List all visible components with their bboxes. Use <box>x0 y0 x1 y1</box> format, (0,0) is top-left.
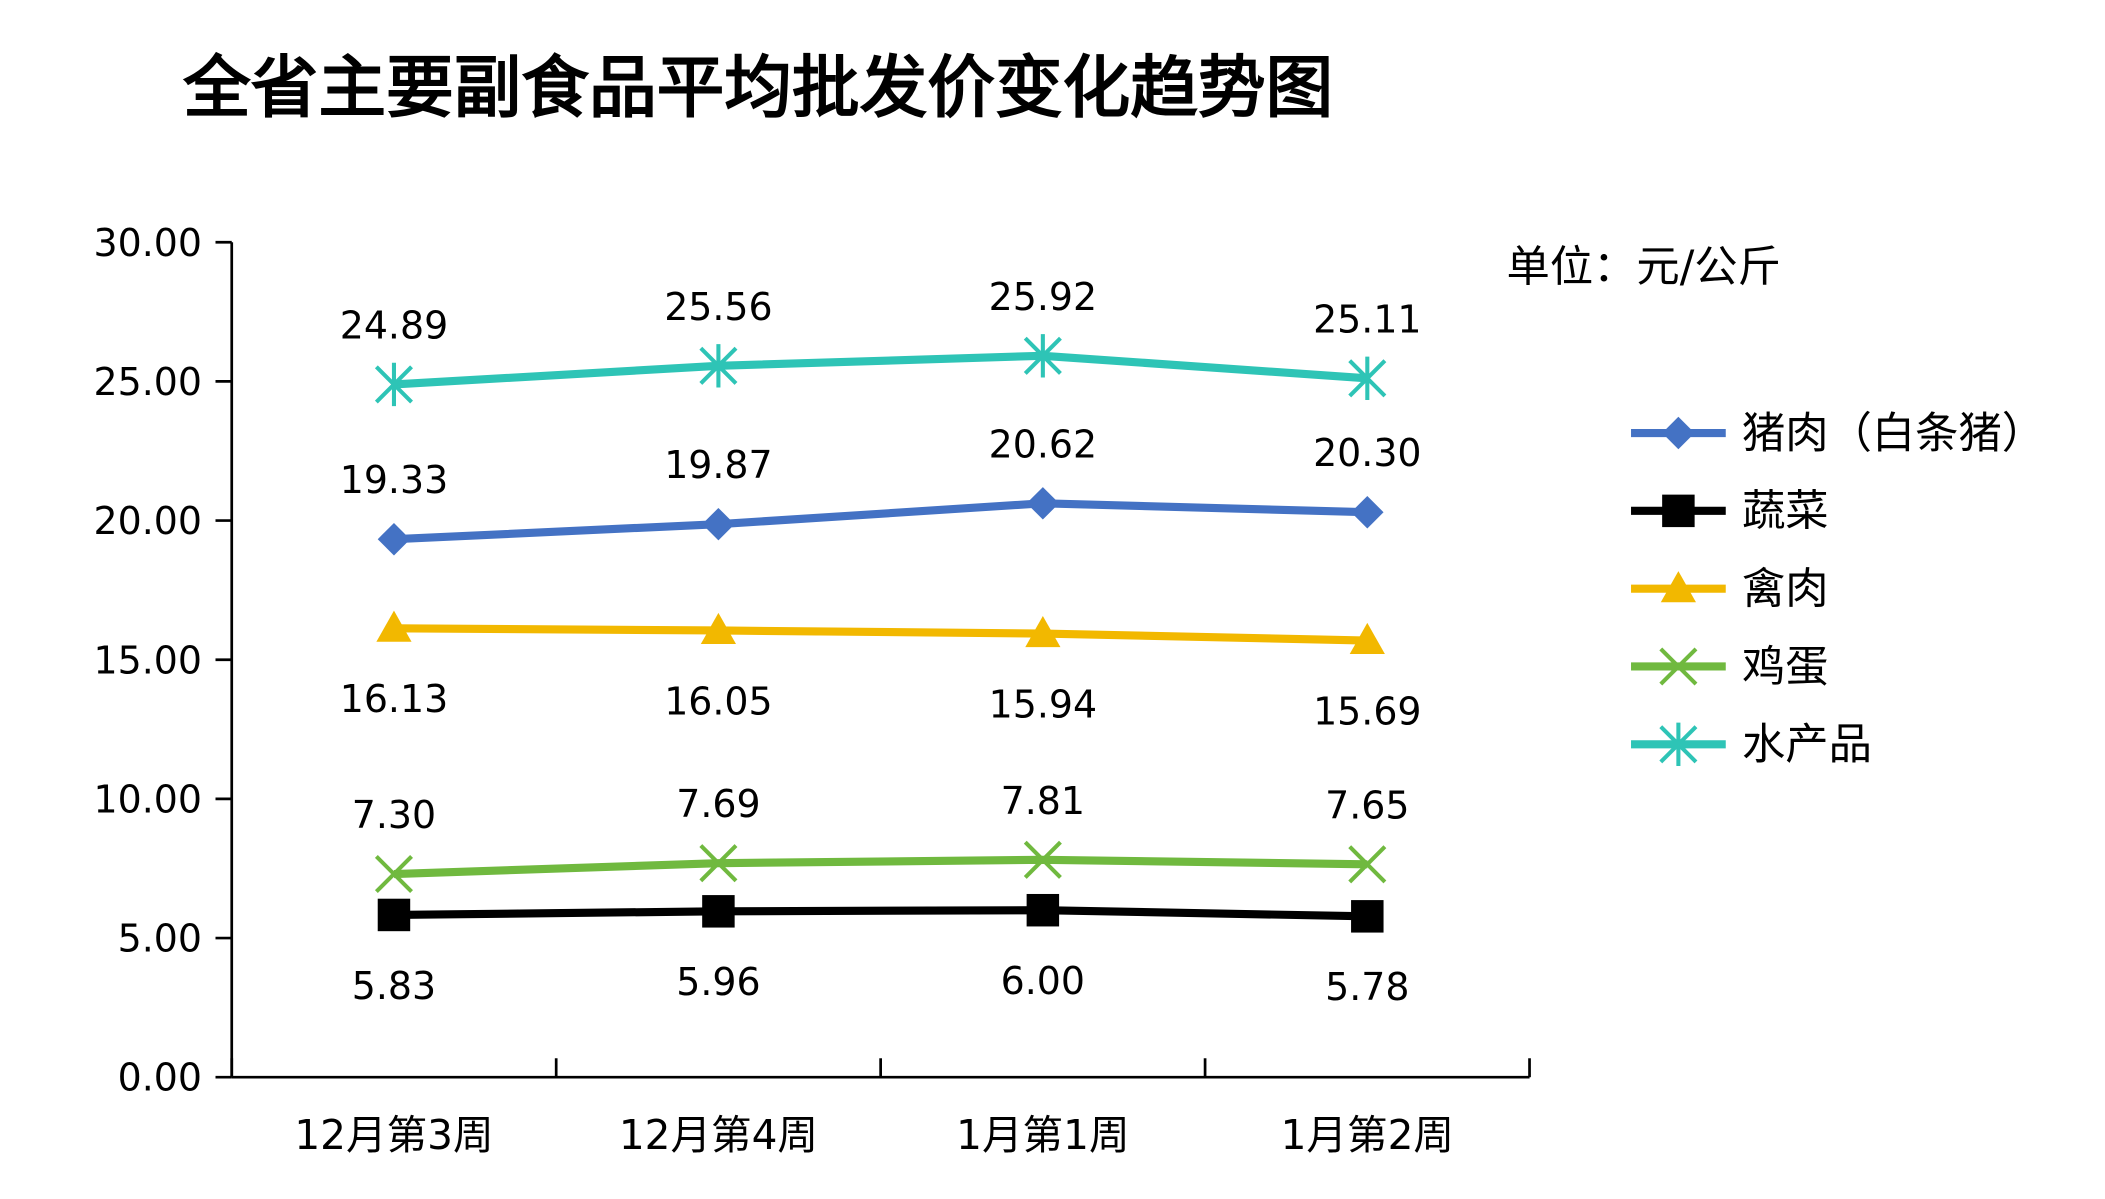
legend-label: 禽肉 <box>1742 565 1829 615</box>
square-marker <box>1026 893 1060 927</box>
diamond-marker <box>1662 416 1695 450</box>
y-tick-label: 10.00 <box>94 777 202 821</box>
triangle-marker <box>700 612 737 645</box>
legend-item: 水产品 <box>1631 720 1872 770</box>
x-tick-label: 1月第1周 <box>956 1111 1129 1159</box>
star-marker <box>1659 722 1698 766</box>
diamond-marker <box>377 522 411 556</box>
data-label: 24.89 <box>340 303 448 347</box>
series-2: 16.13 16.05 15.94 15.69 <box>340 610 1422 733</box>
triangle-marker <box>1025 615 1061 648</box>
unit-label: 单位：元/公斤 <box>1507 242 1781 292</box>
y-tick-label: 30.00 <box>94 221 202 265</box>
series-group: 19.33 19.87 20.62 20.30 5.83 5.96 6.00 5.78 16.1… <box>340 275 1422 1009</box>
data-label: 25.56 <box>664 285 772 329</box>
data-label: 19.87 <box>664 443 772 487</box>
y-tick-label: 20.00 <box>94 499 202 543</box>
series-line <box>393 906 1368 921</box>
diamond-marker <box>1351 495 1384 529</box>
series-line <box>393 624 1368 645</box>
data-label: 20.62 <box>989 422 1097 466</box>
diamond-marker <box>1026 487 1060 520</box>
data-label: 20.30 <box>1313 431 1421 475</box>
star-marker <box>1348 356 1387 400</box>
data-label: 5.78 <box>1325 965 1409 1009</box>
data-label: 7.30 <box>352 793 436 837</box>
y-tick-label: 15.00 <box>94 638 202 682</box>
axes: 0.00 5.00 10.00 15.00 20.00 25.00 30.00 12月第3周 1… <box>94 221 1531 1159</box>
x-marker <box>699 844 738 883</box>
triangle-marker <box>376 610 412 642</box>
square-marker <box>377 898 411 932</box>
x-marker <box>1023 840 1062 879</box>
series-4: 24.89 25.56 25.92 25.11 <box>340 275 1422 407</box>
legend-label: 蔬菜 <box>1742 487 1829 537</box>
legend-item: 蔬菜 <box>1631 487 1829 537</box>
triangle-marker <box>1660 571 1696 603</box>
x-marker <box>1348 845 1387 884</box>
data-label: 7.69 <box>676 782 760 826</box>
series-line <box>393 351 1368 389</box>
triangle-marker <box>1349 622 1385 655</box>
legend-item: 禽肉 <box>1631 565 1829 615</box>
y-tick-label: 0.00 <box>118 1056 202 1100</box>
data-label: 16.05 <box>664 679 772 723</box>
y-tick-label: 25.00 <box>94 360 202 404</box>
x-marker <box>1659 647 1698 686</box>
series-0: 19.33 19.87 20.62 20.30 <box>340 422 1422 556</box>
square-marker <box>1662 494 1695 528</box>
data-label: 7.65 <box>1325 783 1409 827</box>
data-label: 15.94 <box>989 682 1097 726</box>
star-marker <box>374 362 413 407</box>
legend-label: 鸡蛋 <box>1742 642 1829 692</box>
legend-label: 猪肉（白条猪） <box>1742 409 2045 459</box>
data-label: 25.92 <box>989 275 1097 319</box>
series-3: 7.30 7.69 7.81 7.65 <box>352 779 1409 894</box>
series-line <box>393 855 1368 879</box>
data-label: 16.13 <box>340 677 448 721</box>
x-marker <box>374 855 413 894</box>
square-marker <box>702 895 735 928</box>
data-label: 5.83 <box>352 964 436 1008</box>
legend-item: 猪肉（白条猪） <box>1631 409 2045 459</box>
star-marker <box>1023 334 1062 378</box>
y-tick-label: 5.00 <box>118 917 202 961</box>
x-tick-label: 12月第3周 <box>294 1111 493 1159</box>
data-label: 7.81 <box>1001 779 1085 823</box>
legend-item: 鸡蛋 <box>1631 642 1829 692</box>
square-marker <box>1351 900 1384 933</box>
data-label: 19.33 <box>340 458 448 502</box>
diamond-marker <box>702 507 735 541</box>
x-tick-label: 12月第4周 <box>619 1111 818 1159</box>
x-tick-label: 1月第2周 <box>1281 1111 1454 1159</box>
chart-title: 全省主要副食品平均批发价变化趋势图 <box>182 47 1333 127</box>
legend-label: 水产品 <box>1742 720 1872 770</box>
data-label: 6.00 <box>1001 959 1085 1003</box>
star-marker <box>699 344 738 388</box>
series-1: 5.83 5.96 6.00 5.78 <box>352 893 1409 1009</box>
data-label: 25.11 <box>1313 297 1421 341</box>
series-line <box>393 499 1368 544</box>
data-label: 15.69 <box>1313 689 1421 733</box>
data-label: 5.96 <box>676 960 760 1004</box>
